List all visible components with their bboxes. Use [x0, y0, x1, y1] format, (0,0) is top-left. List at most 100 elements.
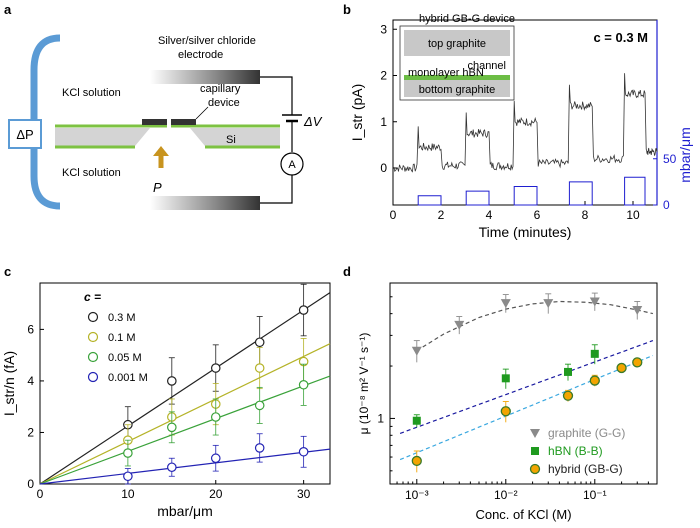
- x-label-b: Time (minutes): [479, 224, 572, 240]
- point-c: [210, 412, 221, 422]
- legend-label-d: hBN (B-B): [548, 444, 603, 458]
- point-d: [454, 320, 465, 330]
- point-d: [632, 305, 643, 315]
- y-tick-label-b: 3: [380, 22, 387, 36]
- point-c: [167, 422, 177, 433]
- bottom-electrode: [150, 196, 260, 210]
- inset-hbn-label: monolayer hBN: [408, 67, 484, 79]
- point-c: [254, 400, 265, 411]
- y-tick-label-c: 6: [27, 322, 34, 336]
- point-d: [564, 367, 572, 376]
- chart-d: 10⁻³ 10⁻² 10⁻¹ 1 Conc. of KCl (M) μ (10⁻⁸ m² …: [357, 282, 658, 522]
- pressure-step: [417, 195, 442, 206]
- inset-channel-label: channel: [467, 60, 506, 72]
- y-label-b: I_str (pA): [349, 84, 365, 142]
- si-label: Si: [226, 134, 236, 146]
- x-tick-label-d: 10⁻²: [494, 488, 518, 502]
- point-c: [254, 363, 265, 373]
- pressure-step: [513, 186, 538, 206]
- substrate-cavity: [135, 128, 205, 146]
- legend-c-title: c =: [84, 290, 101, 304]
- chart-c: 0 10 20 30 0 2 4 6 mbar/μm I_str/n (fA) 0.3 M 0.1 M…: [1, 282, 331, 519]
- fit-line-d: [399, 340, 654, 434]
- legend-marker-d: [530, 429, 540, 438]
- legend-label-c: 0.001 M: [108, 372, 148, 384]
- point-c: [167, 376, 177, 386]
- x-tick-label-d: 10⁻¹: [583, 488, 607, 502]
- point-d: [411, 455, 422, 467]
- point-d: [500, 406, 511, 417]
- x-label-d: Conc. of KCl (M): [475, 507, 571, 522]
- panel-b-letter: b: [343, 2, 351, 17]
- point-d: [616, 362, 627, 374]
- point-c: [254, 337, 265, 348]
- x-tick-label-b: 2: [438, 208, 445, 222]
- y-label-d: μ (10⁻⁸ m² V⁻¹ s⁻¹): [357, 333, 371, 435]
- kcl-top-label: KCl solution: [62, 87, 121, 99]
- point-c: [123, 448, 133, 458]
- panel-d: d 10⁻³ 10⁻² 10⁻¹ 1 Conc. of KCl (M) μ (10⁻⁸ m…: [343, 264, 658, 522]
- inset-top-label: top graphite: [428, 38, 486, 50]
- legend-marker-d: [529, 463, 541, 475]
- pressure-label: P: [153, 180, 162, 195]
- delta-v-label: ΔV: [303, 114, 323, 129]
- y-tick-label-b: 2: [380, 69, 387, 83]
- chart-b: 0 2 4 6 8 10 0 1 2 3 0 50 Time (minutes) I_str (pA) mb…: [349, 19, 693, 240]
- delta-p-box: [8, 119, 42, 149]
- y-tick-label-d: 1: [377, 411, 384, 425]
- fit-line-c: [39, 375, 331, 485]
- concentration-label: c = 0.3 M: [593, 30, 648, 45]
- point-c: [298, 379, 309, 390]
- point-d: [412, 416, 421, 425]
- panel-a-letter: a: [4, 2, 12, 17]
- point-c: [210, 453, 221, 464]
- panel-b: b 0 2 4 6 8 10 0 1 2 3 0 50 Time (minutes) I_str (pA)…: [343, 2, 693, 240]
- fit-line-c: [39, 448, 331, 485]
- delta-p-label: ΔP: [16, 127, 33, 142]
- y2-tick-label-b: 50: [663, 152, 677, 166]
- x-tick-label-b: 10: [626, 208, 640, 222]
- panel-c-letter: c: [4, 264, 11, 279]
- point-d: [589, 375, 600, 386]
- legend-label-c: 0.1 M: [108, 332, 136, 344]
- panel-c: c 0 10 20 30 0 2 4 6 mbar/μm I_str/n (fA) 0.3 M 0.1…: [1, 264, 331, 519]
- inset-bottom-graphite: [404, 80, 510, 97]
- point-d: [590, 349, 599, 358]
- y-tick-label-c: 2: [27, 425, 34, 439]
- legend-marker-c: [87, 351, 99, 363]
- inset-top-graphite: [404, 30, 510, 56]
- x-tick-label-c: 10: [121, 487, 135, 501]
- capillary-label-2: device: [208, 97, 240, 109]
- y-tick-label-b: 1: [380, 115, 387, 129]
- legend-marker-c: [87, 311, 99, 323]
- point-c: [298, 305, 309, 315]
- x-tick-label-d: 10⁻³: [405, 488, 429, 502]
- fit-line-c: [39, 343, 331, 485]
- point-d: [500, 299, 511, 309]
- x-tick-label-b: 4: [486, 208, 493, 222]
- fit-line-c: [39, 292, 331, 485]
- pressure-step: [465, 190, 490, 206]
- pressure-step: [624, 176, 646, 206]
- current-trace: [392, 73, 658, 173]
- x-label-c: mbar/μm: [157, 503, 213, 519]
- legend-label-c: 0.3 M: [108, 312, 136, 324]
- point-c: [298, 446, 309, 457]
- panel-d-letter: d: [343, 264, 351, 279]
- legend-label-c: 0.05 M: [108, 352, 142, 364]
- capillary-label-1: capillary: [200, 83, 241, 95]
- point-d: [632, 357, 643, 368]
- point-c: [123, 471, 133, 482]
- legend-marker-c: [87, 371, 99, 383]
- ammeter-label: A: [288, 159, 296, 171]
- y-tick-label-b: 0: [380, 161, 387, 175]
- capillary-pointer: [195, 106, 209, 120]
- electrode-label-1: Silver/silver chloride: [158, 35, 256, 47]
- inset-title: hybrid GB-G device: [419, 13, 515, 25]
- point-c: [167, 462, 177, 473]
- x-tick-label-b: 6: [534, 208, 541, 222]
- panel-a: a ΔP Silver/silver chloride electrode ΔV…: [4, 2, 323, 210]
- x-tick-label-c: 0: [37, 487, 44, 501]
- x-tick-label-b: 0: [390, 208, 397, 222]
